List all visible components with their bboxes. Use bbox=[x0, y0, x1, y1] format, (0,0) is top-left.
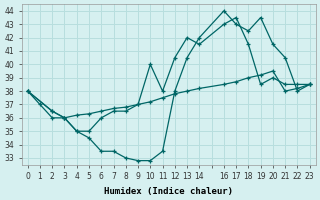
X-axis label: Humidex (Indice chaleur): Humidex (Indice chaleur) bbox=[104, 187, 233, 196]
